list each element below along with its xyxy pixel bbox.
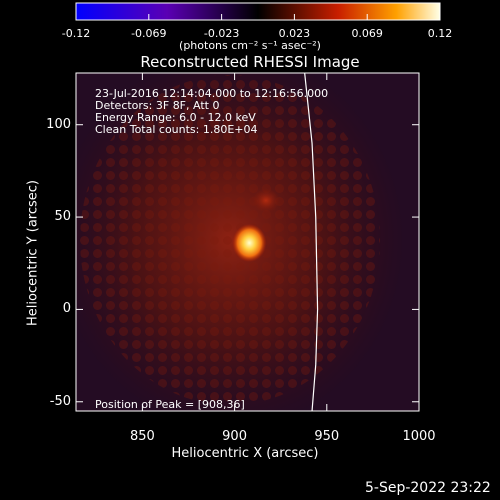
x-tick-label: 1000 xyxy=(402,429,436,444)
y-tick-label: -50 xyxy=(49,393,71,409)
plot-frame xyxy=(75,72,420,412)
info-total-counts: Clean Total counts: 1.80E+04 xyxy=(95,123,258,136)
colorbar-gradient xyxy=(75,2,441,21)
info-detectors: Detectors: 3F 8F, Att 0 xyxy=(95,99,220,112)
y-tick-label: 0 xyxy=(62,301,71,317)
x-axis-label: Heliocentric X (arcsec) xyxy=(171,446,319,461)
info-time-range: 23-Jul-2016 12:14:04.000 to 12:16:56.000 xyxy=(95,87,329,100)
chart-title: Reconstructed RHESSI Image xyxy=(140,53,360,71)
x-tick-label: 900 xyxy=(222,429,247,444)
y-tick-label: 100 xyxy=(46,116,71,132)
colorbar-tick-label: 0.069 xyxy=(351,27,383,40)
colorbar xyxy=(75,2,441,21)
footer-date: 5-Sep-2022 23:22 xyxy=(365,480,491,496)
colorbar-ticks xyxy=(75,14,441,20)
axis-ticks xyxy=(76,73,420,411)
peak-position-label: Position of Peak = [908,36] xyxy=(95,398,245,411)
colorbar-tick-label: -0.12 xyxy=(61,27,91,40)
colorbar-units: (photons cm⁻² s⁻¹ asec⁻²) xyxy=(179,39,321,52)
x-tick-label: 850 xyxy=(129,429,155,444)
colorbar-tick-label: -0.069 xyxy=(131,27,167,40)
colorbar-tick-label: -0.023 xyxy=(203,27,240,40)
colorbar-tick-label: 0.12 xyxy=(427,27,453,40)
plot-area xyxy=(76,73,419,411)
y-axis-label: Heliocentric Y (arcsec) xyxy=(25,180,41,326)
colorbar-tick-label: 0.023 xyxy=(278,27,311,40)
solar-limb xyxy=(304,73,319,411)
peak-source xyxy=(232,223,267,262)
info-energy-range: Energy Range: 6.0 - 12.0 keV xyxy=(95,111,256,124)
y-tick-label: 50 xyxy=(54,209,71,225)
x-tick-label: 950 xyxy=(314,429,340,444)
secondary-source xyxy=(251,188,280,213)
